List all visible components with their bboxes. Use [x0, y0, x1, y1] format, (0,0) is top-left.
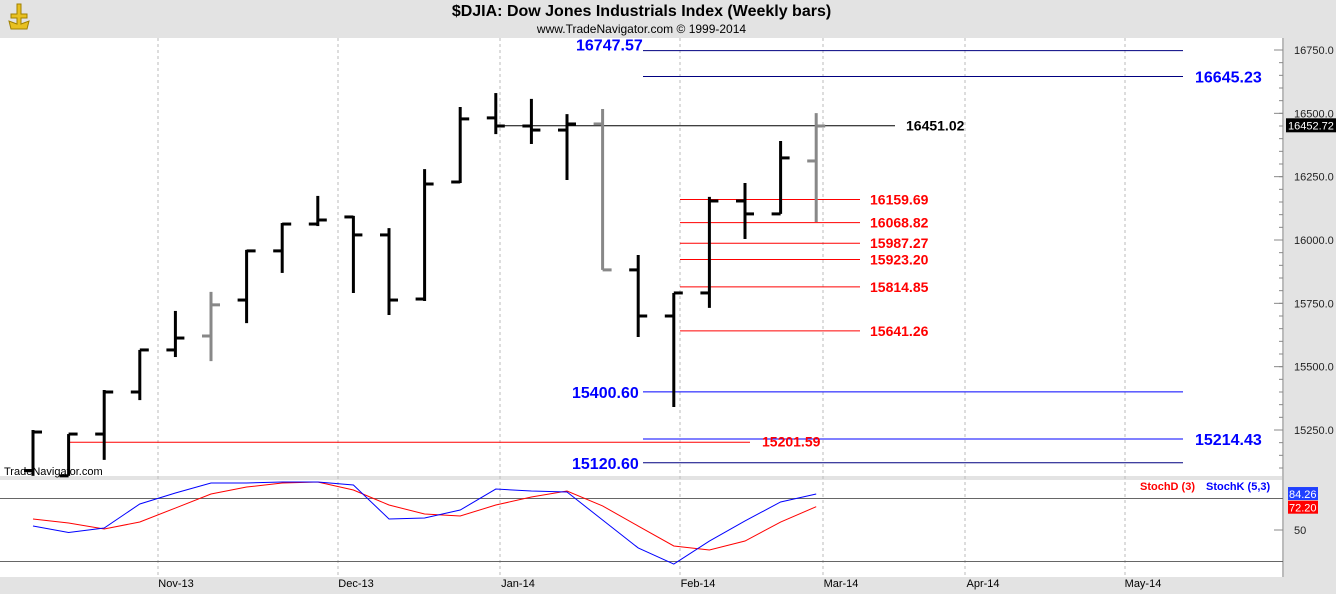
y-tick-label: 15750.0: [1294, 298, 1334, 310]
level-label: 16068.82: [870, 215, 929, 231]
chart-title: $DJIA: Dow Jones Industrials Index (Week…: [451, 3, 832, 20]
level-label: 15201.59: [762, 433, 821, 449]
x-tick-label: Nov-13: [158, 578, 193, 590]
stoch-d-line: [32, 481, 817, 551]
last-price-tag: [1286, 118, 1336, 133]
legend-stoch-d: StochD (3): [1140, 481, 1195, 493]
stoch-k-tag: [1288, 487, 1318, 501]
stoch-d-tag: [1288, 500, 1318, 514]
stoch-y-tick-label: 50: [1294, 525, 1306, 537]
level-label: 16159.69: [870, 192, 929, 208]
stoch-d-value: 72.20: [1289, 503, 1317, 515]
chart-subtitle: www.TradeNavigator.com © 1999-2014: [536, 22, 747, 36]
y-tick-label: 16000.0: [1294, 235, 1334, 247]
y-tick-label: 16750.0: [1294, 45, 1334, 57]
x-tick-label: Dec-13: [338, 578, 373, 590]
x-tick-label: Apr-14: [966, 578, 999, 590]
price-panel: [0, 38, 1283, 476]
watermark: TradeNavigator.com: [4, 466, 103, 478]
last-price-label: 16452.72: [1288, 120, 1334, 132]
y-tick-label: 16250.0: [1294, 172, 1334, 184]
stoch-k-value: 84.26: [1289, 489, 1317, 501]
level-label: 15814.85: [870, 279, 929, 295]
level-label: 15641.26: [870, 323, 929, 339]
level-label: 15214.43: [1195, 432, 1262, 449]
legend-stoch-k: StochK (5,3): [1206, 481, 1271, 493]
stochastic-panel: [0, 480, 1283, 577]
x-tick-label: Mar-14: [824, 578, 859, 590]
x-tick-label: Jan-14: [501, 578, 535, 590]
y-tick-label: 16500.0: [1294, 108, 1334, 120]
level-label: 16451.02: [906, 118, 965, 134]
y-tick-label: 15500.0: [1294, 362, 1334, 374]
level-label: 15987.27: [870, 235, 929, 251]
level-label: 15400.60: [572, 385, 639, 402]
stoch-k-line: [32, 481, 817, 565]
x-tick-label: May-14: [1125, 578, 1162, 590]
level-label: 15923.20: [870, 251, 929, 267]
x-tick-label: Feb-14: [681, 578, 716, 590]
level-label: 16645.23: [1195, 70, 1262, 87]
y-tick-label: 15250.0: [1294, 425, 1334, 437]
trade-navigator-logo-icon: [8, 3, 30, 30]
level-label: 16747.57: [576, 38, 643, 55]
level-label: 15120.60: [572, 456, 639, 473]
